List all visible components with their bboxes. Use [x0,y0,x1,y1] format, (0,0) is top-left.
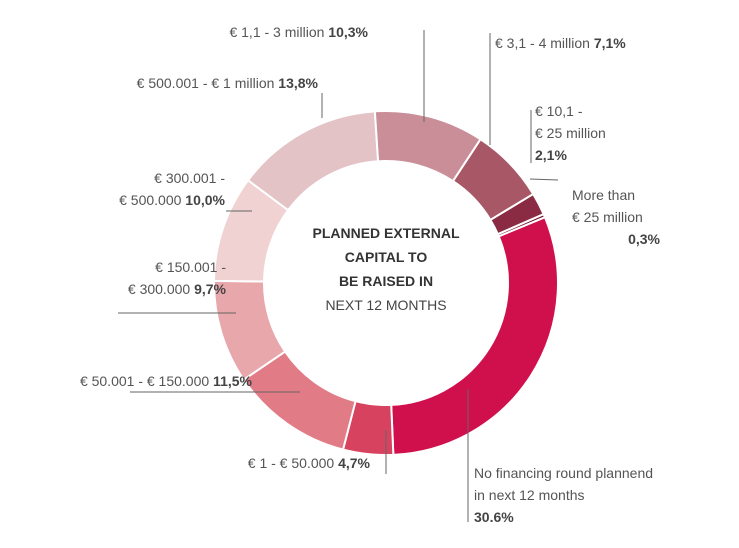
label-line: € 3,1 - 4 million 7,1% [495,35,626,51]
label-line: in next 12 months [474,487,585,503]
label-line: € 150.001 - [155,259,226,275]
label-10-1: € 10,1 - € 25 million 2,1% [530,103,606,163]
label-line: € 1,1 - 3 million 10,3% [229,24,368,40]
label-1-50-000: € 1 - € 50.000 4,7% [248,430,387,474]
label-line: € 25 million [535,125,606,141]
label-50-001-150-000: € 50.001 - € 150.000 11,5% [80,373,300,393]
leader-line [529,178,559,181]
label-line: € 1 - € 50.000 4,7% [248,455,371,471]
center-title: PLANNED EXTERNAL CAPITAL TO BE RAISED IN… [312,225,459,313]
value-label: 10,0% [181,192,225,208]
label-line: € 10,1 - [535,103,583,119]
slice-no-financing-round-plannend [390,215,559,456]
slice-labels: No financing round plannend in next 12 mo… [80,24,661,525]
value-label: 0,3% [628,231,660,247]
center-title-line2: CAPITAL TO [345,249,428,265]
label-500-001-1-million: € 500.001 - € 1 million 13,8% [137,75,323,118]
value-label: 2,1% [535,147,567,163]
center-title-line4: NEXT 12 MONTHS [325,297,446,313]
label-line: € 50.001 - € 150.000 11,5% [80,373,253,389]
label-150-001: € 150.001 - € 300.000 9,7% [118,259,236,314]
label-line: € 500.001 - € 1 million 13,8% [137,75,319,91]
value-label: 13,8% [274,75,318,91]
label-300-001: € 300.001 - € 500.000 10,0% [119,170,252,212]
value-label: 11,5% [209,373,252,389]
label-line: € 25 million [572,209,643,225]
slice-more-than [496,212,547,238]
center-title-line3: BE RAISED IN [339,273,433,289]
label-1-1-3-million: € 1,1 - 3 million 10,3% [229,24,425,122]
label-line: € 300.001 - [154,170,225,186]
label-line: € 300.000 9,7% [128,281,227,297]
label-more-than: More than € 25 million 0,3% [529,178,661,247]
value-label: 10,3% [324,24,368,40]
center-title-line1: PLANNED EXTERNAL [312,225,459,241]
value-label: 7,1% [590,35,626,51]
value-label: 9,7% [190,281,226,297]
slice-500-001-1-million [246,110,380,212]
label-line: No financing round plannend [474,465,653,481]
donut-slices [213,110,559,456]
label-3-1-4-million: € 3,1 - 4 million 7,1% [489,33,626,145]
label-no-financing-round-plannend: No financing round plannend in next 12 mo… [467,389,653,525]
value-label: 4,7% [334,455,370,471]
label-line: € 500.000 10,0% [119,192,225,208]
label-line: More than [572,187,635,203]
value-label: 30.6% [474,509,514,525]
